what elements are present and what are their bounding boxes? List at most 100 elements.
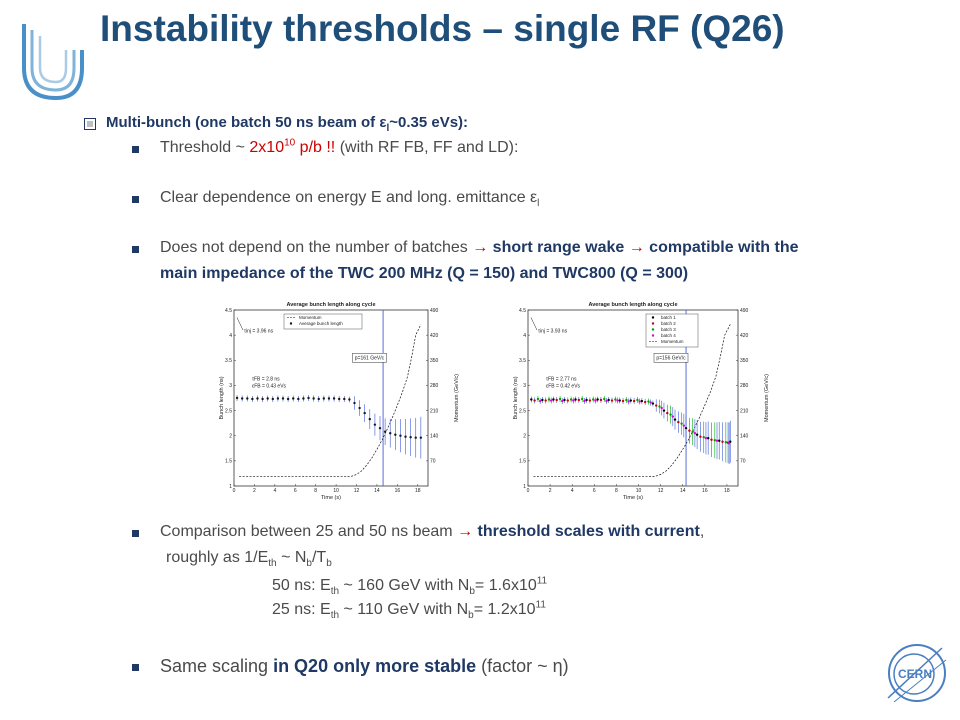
bunch-length-point: [710, 438, 713, 441]
bunch-length-point: [235, 396, 239, 400]
bunch-length-point: [616, 399, 619, 402]
bunch-length-point: [669, 413, 672, 416]
y-tick-label: 4: [523, 333, 526, 339]
bunch-length-point: [271, 397, 274, 401]
bunch-length-point: [614, 398, 617, 401]
x-tick-label: 10: [333, 488, 339, 494]
x-tick-label: 18: [724, 488, 730, 494]
bunch-length-point: [409, 436, 412, 439]
x-tick-label: 4: [571, 488, 574, 494]
university-logo: [22, 24, 84, 101]
bunch-length-point: [580, 397, 584, 401]
bunch-length-point: [378, 426, 382, 430]
legend-swatch: [651, 316, 655, 319]
bunch-length-point: [353, 401, 356, 405]
bunch-length-point: [541, 398, 544, 402]
bunch-length-point: [677, 420, 680, 424]
bunch-length-point: [596, 398, 599, 401]
section-heading: Multi-bunch (one batch 50 ns beam of εl~…: [106, 114, 469, 134]
bunch-length-point: [724, 441, 728, 444]
chart-legend: [645, 313, 699, 348]
bunch-length-point: [292, 397, 295, 400]
bunch-length-point: [399, 434, 402, 437]
bunch-length-point: [240, 397, 244, 400]
bunch-length-point: [394, 433, 397, 436]
bullet-square-icon: [132, 530, 139, 537]
checkbox-bullet-icon: [84, 118, 96, 130]
bunch-length-point: [572, 399, 575, 402]
bullet-batches-line1: Does not depend on the number of batches…: [160, 239, 799, 256]
bunch-length-point: [530, 398, 533, 401]
bunch-length-point: [699, 435, 702, 438]
bunch-length-point: [327, 397, 331, 400]
y-tick-label: 3.5: [519, 358, 526, 364]
bullet-threshold: Threshold ~ 2x1010 p/b !! (with RF FB, F…: [160, 137, 519, 156]
y2-tick-label: 70: [430, 459, 436, 465]
x-tick-label: 8: [314, 488, 317, 494]
legend-entry: Momentum: [299, 315, 322, 320]
legend-entry: Momentum: [661, 339, 684, 344]
x-tick-label: 6: [593, 488, 596, 494]
y-tick-label: 3.5: [225, 358, 232, 364]
bunch-length-point: [536, 397, 540, 401]
bunch-length-point: [727, 442, 731, 445]
plot-area: [233, 309, 429, 487]
bunch-length-point: [592, 398, 595, 401]
bunch-length-point: [673, 418, 677, 421]
y-tick-label: 4.5: [519, 308, 526, 314]
bunch-length-point: [358, 406, 361, 410]
bunch-length-point: [603, 397, 606, 401]
bunch-length-point: [636, 398, 639, 402]
bunch-length-point: [317, 397, 320, 401]
bullet-comparison: Comparison between 25 and 50 ns beam → t…: [160, 523, 705, 540]
bunch-length-point: [307, 396, 310, 400]
y2-tick-label: 70: [740, 459, 746, 465]
bunch-length-point: [322, 397, 326, 400]
bunch-length-point: [693, 432, 697, 435]
y2-tick-label: 140: [430, 434, 439, 440]
bunch-length-point: [605, 399, 608, 403]
legend-swatch: [651, 328, 655, 331]
bullet-batches-line2: main impedance of the TWC 200 MHz (Q = 1…: [160, 265, 689, 282]
bunch-length-point: [246, 397, 249, 400]
x-tick-label: 16: [702, 488, 708, 494]
bunch-length-point: [599, 398, 603, 402]
bunch-length-point: [640, 399, 644, 403]
bunch-length-point: [302, 397, 305, 400]
bunch-length-point: [577, 398, 581, 402]
bunch-length-point: [638, 400, 641, 403]
y-tick-label: 3: [523, 383, 526, 389]
annotation-tau-inj: τinj = 3.93 ns: [538, 329, 568, 335]
bunch-length-point: [621, 399, 625, 403]
bunch-length-point: [713, 439, 716, 442]
y-tick-label: 4.5: [225, 308, 232, 314]
bunch-length-point: [368, 417, 371, 421]
y-tick-label: 4: [229, 333, 232, 339]
bunch-length-point: [585, 398, 588, 402]
bunch-length-point: [625, 398, 628, 402]
momentum-series-line: [239, 324, 422, 478]
y-axis-label: Bunch length (ns): [513, 376, 519, 419]
bunch-length-point: [266, 397, 269, 400]
slide-title: Instability thresholds – single RF (Q26): [100, 8, 785, 49]
bunch-length-point: [363, 411, 366, 415]
y2-tick-label: 490: [430, 308, 439, 314]
bunch-length-point: [561, 399, 564, 403]
scaling-line-50ns: 50 ns: Eth ~ 160 GeV with Nb= 1.6x1011: [272, 575, 548, 598]
scaling-line-25ns: 25 ns: Eth ~ 110 GeV with Nb= 1.2x1011: [272, 599, 546, 622]
x-tick-label: 14: [680, 488, 686, 494]
x-tick-label: 18: [415, 488, 421, 494]
annotation-eps-fb: εFB = 0.43 eVs: [252, 383, 287, 389]
y-tick-label: 2.5: [519, 408, 526, 414]
x-axis-label: Time (s): [321, 495, 341, 501]
y2-tick-label: 140: [740, 434, 749, 440]
bunch-length-point: [583, 399, 586, 403]
bunch-length-point: [276, 397, 280, 400]
x-tick-label: 12: [658, 488, 664, 494]
bunch-length-point: [547, 398, 551, 401]
bunch-length-point: [251, 397, 254, 401]
x-tick-label: 16: [395, 488, 401, 494]
y2-tick-label: 280: [430, 383, 439, 389]
x-tick-label: 14: [374, 488, 380, 494]
y-tick-label: 1: [523, 484, 526, 490]
